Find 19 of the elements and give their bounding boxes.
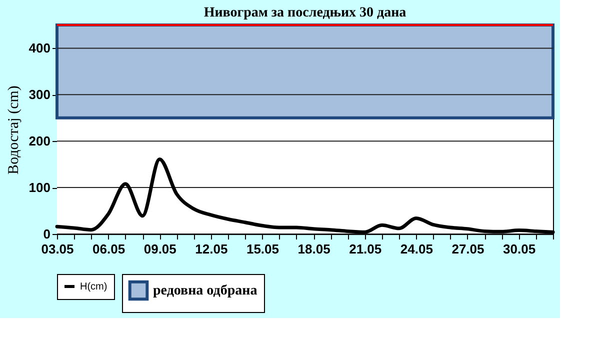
x-tick-label: 30.05 [503, 242, 536, 256]
x-tick-label: 24.05 [400, 242, 433, 256]
x-tick-label: 12.05 [195, 242, 228, 256]
x-tick-label: 03.05 [41, 242, 74, 256]
legend-label: H(cm) [80, 282, 108, 292]
chart-title: Нивограм за последњих 30 дана [204, 6, 406, 20]
x-tick-label: 06.05 [92, 242, 126, 256]
x-tick-label: 27.05 [452, 242, 484, 256]
y-tick-label: 300 [28, 87, 50, 102]
y-tick-label: 400 [28, 40, 50, 56]
legend-label: редовна одбрана [153, 284, 258, 298]
y-tick-label: 100 [28, 180, 50, 196]
x-tick-label: 21.05 [349, 242, 382, 256]
x-tick-label: 15.05 [246, 242, 280, 256]
y-tick-label: 200 [28, 134, 50, 149]
x-tick-label: 09.05 [144, 242, 176, 256]
y-tick-label: 0 [43, 226, 50, 242]
x-tick-label: 18.05 [298, 242, 330, 256]
y-axis-title: Водостај (cm) [6, 86, 22, 174]
